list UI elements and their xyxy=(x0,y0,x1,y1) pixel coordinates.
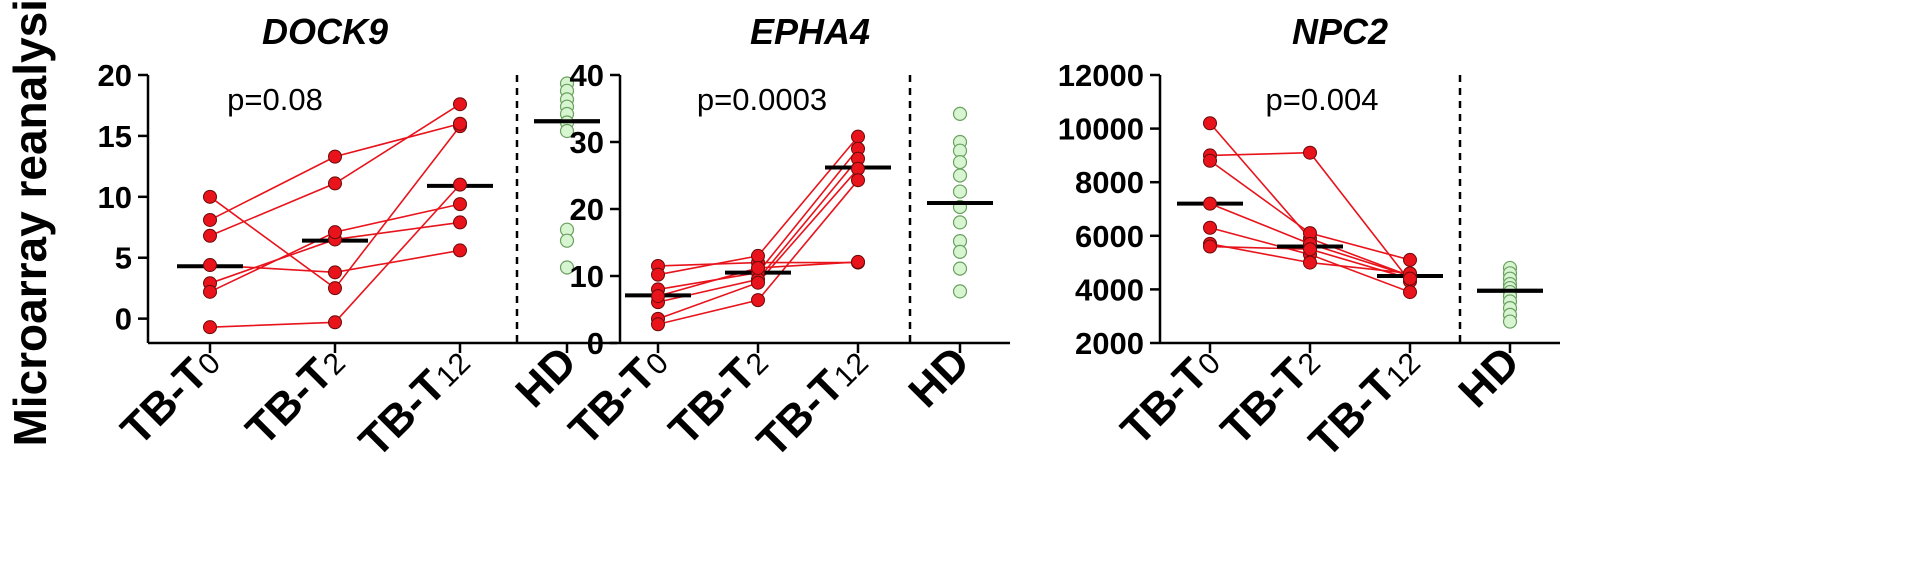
tb-data-point xyxy=(203,189,217,204)
tb-data-point xyxy=(1403,285,1417,300)
x-category-label: HD xyxy=(899,337,979,417)
x-category-main: HD xyxy=(899,337,979,417)
tb-data-point xyxy=(851,254,865,269)
y-tick-label: 0 xyxy=(115,302,132,337)
paired-line xyxy=(209,122,461,221)
y-tick-label: 20 xyxy=(98,58,132,93)
tb-data-point xyxy=(1303,145,1317,160)
chart-panel-npc2: NPC2 p=0.004 2000 4000 6000 8000 10000 12000 TB-… xyxy=(1058,11,1560,467)
tb-data-point xyxy=(203,258,217,273)
paired-line xyxy=(209,103,461,237)
tb-data-point xyxy=(751,260,765,275)
p-value-annotation: p=0.08 xyxy=(227,82,323,117)
chart-title: DOCK9 xyxy=(262,11,388,52)
tb-data-point xyxy=(1403,271,1417,286)
tb-data-point xyxy=(1303,242,1317,257)
y-tick-label: 2000 xyxy=(1075,326,1144,361)
chart-title: NPC2 xyxy=(1292,11,1388,52)
y-tick-label: 6000 xyxy=(1075,219,1144,254)
tb-data-point xyxy=(651,267,665,282)
tb-data-point xyxy=(1203,153,1217,168)
tb-data-point xyxy=(328,149,342,164)
hd-data-point xyxy=(952,168,968,183)
y-tick-label: 10 xyxy=(570,259,604,294)
paired-line xyxy=(209,184,461,328)
y-tick-label: 15 xyxy=(98,119,132,154)
y-tick-label: 5 xyxy=(115,241,132,276)
hd-data-point xyxy=(559,123,575,139)
hd-data-point xyxy=(952,261,968,276)
tb-data-point xyxy=(1303,255,1317,270)
tb-data-point xyxy=(328,225,342,240)
tb-data-point xyxy=(328,176,342,191)
y-tick-label: 0 xyxy=(587,326,604,361)
chart-title: EPHA4 xyxy=(750,11,870,52)
tb-data-point xyxy=(751,293,765,308)
x-category-label: HD xyxy=(1449,337,1529,417)
hd-data-point xyxy=(952,106,968,121)
tb-data-point xyxy=(328,315,342,330)
tb-data-point xyxy=(1403,252,1417,267)
tb-data-point xyxy=(453,215,467,230)
x-category-label: TB-T0 xyxy=(560,337,677,454)
tb-data-point xyxy=(851,129,865,144)
tb-data-point xyxy=(453,197,467,212)
hd-data-point xyxy=(952,215,968,230)
tb-data-point xyxy=(1203,239,1217,254)
y-tick-label: 10 xyxy=(98,180,132,215)
x-category-label: TB-T2 xyxy=(237,337,354,454)
tb-data-point xyxy=(453,177,467,192)
tb-data-point xyxy=(203,320,217,335)
hd-data-point xyxy=(952,155,968,170)
y-tick-label: 30 xyxy=(570,125,604,160)
tb-data-point xyxy=(203,212,217,227)
tb-data-point xyxy=(651,317,665,332)
hd-data-point xyxy=(952,184,968,199)
x-category-label: TB-T12 xyxy=(1300,337,1429,466)
tb-data-point xyxy=(651,289,665,304)
y-tick-label: 4000 xyxy=(1075,272,1144,307)
hd-data-point xyxy=(952,284,968,299)
p-value-annotation: p=0.0003 xyxy=(697,82,827,117)
y-tick-label: 12000 xyxy=(1058,58,1144,93)
tb-data-point xyxy=(453,243,467,258)
tb-data-point xyxy=(1203,220,1217,235)
y-tick-label: 20 xyxy=(570,192,604,227)
tb-data-point xyxy=(1203,116,1217,131)
x-category-label: TB-T12 xyxy=(748,337,877,466)
tb-data-point xyxy=(203,228,217,243)
p-value-annotation: p=0.004 xyxy=(1266,82,1379,117)
hd-data-point xyxy=(952,244,968,259)
tb-data-point xyxy=(751,275,765,290)
x-category-label: TB-T0 xyxy=(112,337,229,454)
x-category-label: TB-T12 xyxy=(350,337,479,466)
tb-data-point xyxy=(328,281,342,296)
y-axis-label: Microarray reanalysis xyxy=(4,0,56,447)
tb-data-point xyxy=(328,265,342,280)
tb-data-point xyxy=(453,116,467,131)
x-category-main: HD xyxy=(1449,337,1529,417)
hd-data-point xyxy=(559,260,575,275)
tb-data-point xyxy=(851,173,865,188)
hd-data-point xyxy=(1502,314,1518,329)
tb-data-point xyxy=(751,248,765,263)
y-tick-label: 8000 xyxy=(1075,165,1144,200)
y-tick-label: 40 xyxy=(570,58,604,93)
tb-data-point xyxy=(453,97,467,112)
hd-data-point xyxy=(559,233,575,248)
tb-data-point xyxy=(1203,196,1217,211)
tb-data-point xyxy=(203,284,217,299)
y-tick-label: 10000 xyxy=(1058,112,1144,147)
